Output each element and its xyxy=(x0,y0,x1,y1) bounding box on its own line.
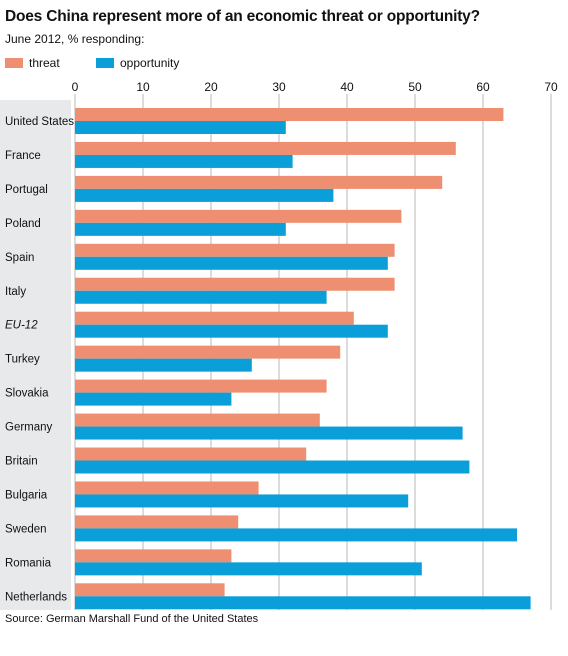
legend-swatch-threat xyxy=(5,58,23,68)
bar-opportunity xyxy=(75,392,232,406)
category-label: Romania xyxy=(5,557,52,569)
bar-threat xyxy=(75,175,443,189)
category-label: EU-12 xyxy=(5,320,38,332)
chart-title: Does China represent more of an economic… xyxy=(5,8,480,25)
category-label: Turkey xyxy=(5,354,40,366)
bar-opportunity xyxy=(75,290,327,304)
legend-item-threat: threat xyxy=(5,56,60,70)
legend-label-opportunity: opportunity xyxy=(120,56,180,70)
bar-threat xyxy=(75,277,395,291)
bar-opportunity xyxy=(75,188,334,202)
legend-label-threat: threat xyxy=(29,56,60,70)
x-tick-label: 20 xyxy=(204,80,218,94)
bar-opportunity xyxy=(75,562,422,576)
bar-threat xyxy=(75,311,354,325)
legend: threat opportunity xyxy=(0,56,568,72)
x-tick-label: 40 xyxy=(340,80,354,94)
bar-opportunity xyxy=(75,121,286,134)
bar-opportunity xyxy=(75,154,293,168)
bar-threat xyxy=(75,583,225,597)
chart-source: Source: German Marshall Fund of the Unit… xyxy=(5,613,259,625)
category-label: Germany xyxy=(5,422,53,434)
x-tick-label: 0 xyxy=(72,80,79,94)
bar-opportunity xyxy=(75,426,463,440)
x-tick-label: 60 xyxy=(476,80,490,94)
bar-threat xyxy=(75,379,327,393)
category-label: Netherlands xyxy=(5,591,67,603)
x-tick-label: 30 xyxy=(272,80,286,94)
category-label: France xyxy=(5,150,41,162)
bar-threat xyxy=(75,447,307,461)
bar-threat xyxy=(75,243,395,257)
bar-threat xyxy=(75,413,320,427)
bar-opportunity xyxy=(75,494,409,508)
bar-threat xyxy=(75,108,504,121)
category-label: Slovakia xyxy=(5,388,49,400)
bar-threat xyxy=(75,549,232,563)
category-label: Spain xyxy=(5,252,34,264)
bar-threat xyxy=(75,209,402,223)
category-label: Portugal xyxy=(5,184,48,196)
bar-opportunity xyxy=(75,256,388,270)
bar-opportunity xyxy=(75,528,517,542)
bar-threat xyxy=(75,515,239,529)
x-tick-label: 70 xyxy=(544,80,558,94)
bar-opportunity xyxy=(75,222,286,236)
bar-threat xyxy=(75,141,456,155)
category-label: Italy xyxy=(5,286,26,298)
bar-threat xyxy=(75,345,341,359)
category-label: United States xyxy=(5,116,74,128)
category-label: Sweden xyxy=(5,523,47,535)
bar-opportunity xyxy=(75,460,470,474)
bar-opportunity xyxy=(75,596,531,610)
bar-threat xyxy=(75,481,259,495)
legend-item-opportunity: opportunity xyxy=(96,56,179,70)
bar-opportunity xyxy=(75,358,252,372)
legend-swatch-opportunity xyxy=(96,58,114,68)
category-label: Bulgaria xyxy=(5,489,48,501)
bar-chart: 0 10 20 30 40 50 60 70 United States France Portug… xyxy=(0,80,558,610)
category-label: Britain xyxy=(5,456,38,468)
category-label: Poland xyxy=(5,218,41,230)
category-label-column xyxy=(0,100,71,610)
chart-subtitle: June 2012, % responding: xyxy=(5,32,145,46)
bar-opportunity xyxy=(75,324,388,338)
x-tick-label: 10 xyxy=(136,80,150,94)
x-tick-label: 50 xyxy=(408,80,422,94)
